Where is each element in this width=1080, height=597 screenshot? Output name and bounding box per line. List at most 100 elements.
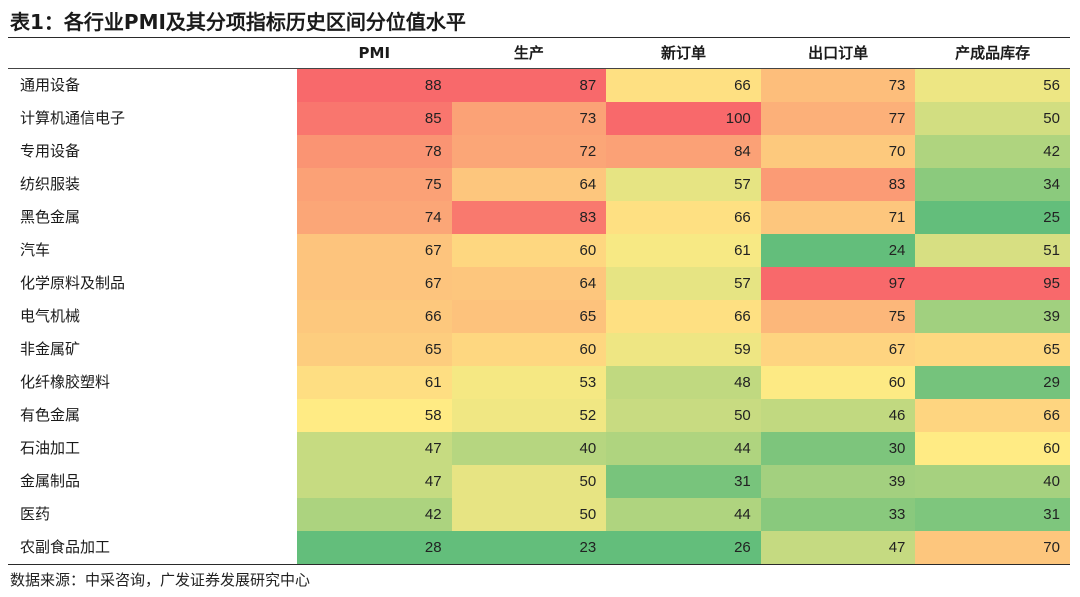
heatmap-cell: 50 [451, 498, 607, 531]
heatmap-cell: 60 [451, 234, 607, 267]
heatmap-cell: 61 [606, 234, 761, 267]
table-row: 农副食品加工 28 23 26 47 70 [8, 531, 1070, 564]
heatmap-cell: 39 [915, 300, 1070, 333]
row-label: 非金属矿 [20, 340, 81, 358]
heatmap-cell: 61 [297, 366, 452, 399]
heatmap-cell: 56 [915, 69, 1070, 102]
heatmap-cell: 64 [451, 267, 607, 300]
row-label: 有色金属 [20, 406, 81, 424]
column-header: 新订单 [660, 44, 706, 62]
row-label: 黑色金属 [20, 208, 81, 226]
heatmap-cell: 67 [297, 267, 452, 300]
heatmap-cell: 39 [760, 465, 916, 498]
heatmap-cell: 65 [451, 300, 607, 333]
table-row: 化纤橡胶塑料 61 53 48 60 29 [8, 366, 1070, 399]
heatmap-cell: 25 [915, 201, 1070, 234]
table-row: 通用设备 88 87 66 73 56 [8, 69, 1070, 102]
heatmap-cell: 66 [606, 69, 761, 102]
row-label: 电气机械 [20, 307, 81, 325]
row-label: 纺织服装 [20, 175, 81, 193]
heatmap-cell: 29 [915, 366, 1070, 399]
heatmap-cell: 70 [760, 135, 916, 168]
heatmap-cell: 66 [606, 201, 761, 234]
heatmap-cell: 52 [451, 399, 607, 432]
row-label: 计算机通信电子 [20, 109, 126, 127]
heatmap-cell: 24 [760, 234, 916, 267]
heatmap-cell: 46 [760, 399, 916, 432]
heatmap-cell: 65 [915, 333, 1070, 366]
heatmap-cell: 50 [915, 102, 1070, 135]
row-label: 农副食品加工 [20, 538, 111, 556]
heatmap-cell: 57 [606, 267, 761, 300]
heatmap-cell: 51 [915, 234, 1070, 267]
heatmap-cell: 100 [606, 102, 761, 135]
heatmap-cell: 73 [451, 102, 607, 135]
heatmap-cell: 57 [606, 168, 761, 201]
column-header: PMI [358, 44, 391, 62]
row-label: 专用设备 [20, 142, 81, 160]
heatmap-cell: 66 [297, 300, 452, 333]
heatmap-cell: 60 [760, 366, 916, 399]
table-row: 计算机通信电子 85 73 100 77 50 [8, 102, 1070, 135]
heatmap-cell: 60 [451, 333, 607, 366]
heatmap-cell: 23 [451, 531, 607, 564]
heatmap-cell: 30 [760, 432, 916, 465]
row-label: 石油加工 [20, 439, 81, 457]
heatmap-cell: 77 [760, 102, 916, 135]
heatmap-cell: 67 [760, 333, 916, 366]
heatmap-cell: 87 [451, 69, 607, 102]
heatmap-cell: 85 [297, 102, 452, 135]
heatmap-cell: 71 [760, 201, 916, 234]
heatmap-cell: 78 [297, 135, 452, 168]
table-row: 石油加工 47 40 44 30 60 [8, 432, 1070, 465]
row-label: 汽车 [20, 241, 51, 259]
heatmap-cell: 75 [760, 300, 916, 333]
table-header: PMI 生产 新订单 出口订单 产成品库存 [8, 38, 1070, 68]
heatmap-cell: 33 [760, 498, 916, 531]
heatmap-cell: 40 [451, 432, 607, 465]
heatmap-cell: 50 [451, 465, 607, 498]
heatmap-cell: 83 [760, 168, 916, 201]
heatmap-cell: 88 [297, 69, 452, 102]
table-row: 汽车 67 60 61 24 51 [8, 234, 1070, 267]
source-note: 数据来源：中采咨询，广发证券发展研究中心 [10, 571, 311, 589]
heatmap-cell: 72 [451, 135, 607, 168]
heatmap-cell: 66 [915, 399, 1070, 432]
row-label: 医药 [20, 505, 51, 523]
heatmap-cell: 26 [606, 531, 761, 564]
row-label: 通用设备 [20, 76, 81, 94]
top-rule [8, 37, 1070, 38]
heatmap-cell: 83 [451, 201, 607, 234]
table-row: 黑色金属 74 83 66 71 25 [8, 201, 1070, 234]
heatmap-cell: 58 [297, 399, 452, 432]
table-row: 化学原料及制品 67 64 57 97 95 [8, 267, 1070, 300]
heatmap-cell: 50 [606, 399, 761, 432]
table-row: 非金属矿 65 60 59 67 65 [8, 333, 1070, 366]
heatmap-cell: 66 [606, 300, 761, 333]
heatmap-cell: 34 [915, 168, 1070, 201]
heatmap-cell: 42 [297, 498, 452, 531]
heatmap-cell: 70 [915, 531, 1070, 564]
heatmap-cell: 84 [606, 135, 761, 168]
heatmap-cell: 31 [606, 465, 761, 498]
heatmap-cell: 47 [297, 465, 452, 498]
heatmap-cell: 67 [297, 234, 452, 267]
heatmap-cell: 97 [760, 267, 916, 300]
row-label: 化学原料及制品 [20, 274, 126, 292]
column-header: 生产 [513, 44, 544, 62]
heatmap-cell: 75 [297, 168, 452, 201]
column-header: 产成品库存 [955, 44, 1031, 62]
heatmap-cell: 48 [606, 366, 761, 399]
heatmap-cell: 65 [297, 333, 452, 366]
heatmap-cell: 74 [297, 201, 452, 234]
table-row: 医药 42 50 44 33 31 [8, 498, 1070, 531]
table-title: 表1：各行业PMI及其分项指标历史区间分位值水平 [10, 10, 466, 34]
table-row: 有色金属 58 52 50 46 66 [8, 399, 1070, 432]
heatmap-cell: 95 [915, 267, 1070, 300]
heatmap-cell: 28 [297, 531, 452, 564]
heatmap-cell: 59 [606, 333, 761, 366]
table-row: 金属制品 47 50 31 39 40 [8, 465, 1070, 498]
bottom-rule [8, 564, 1070, 565]
heatmap-cell: 47 [760, 531, 916, 564]
header-rule [8, 68, 1070, 69]
